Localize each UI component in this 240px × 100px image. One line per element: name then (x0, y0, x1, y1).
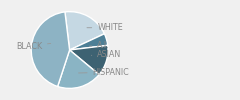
Text: A.I.: A.I. (90, 41, 110, 50)
Text: BLACK: BLACK (16, 42, 51, 51)
Wedge shape (70, 45, 108, 75)
Text: WHITE: WHITE (87, 23, 123, 32)
Wedge shape (31, 12, 70, 86)
Wedge shape (70, 34, 108, 50)
Text: ASIAN: ASIAN (92, 50, 121, 59)
Wedge shape (58, 50, 99, 88)
Wedge shape (65, 12, 104, 50)
Text: HISPANIC: HISPANIC (78, 68, 129, 77)
